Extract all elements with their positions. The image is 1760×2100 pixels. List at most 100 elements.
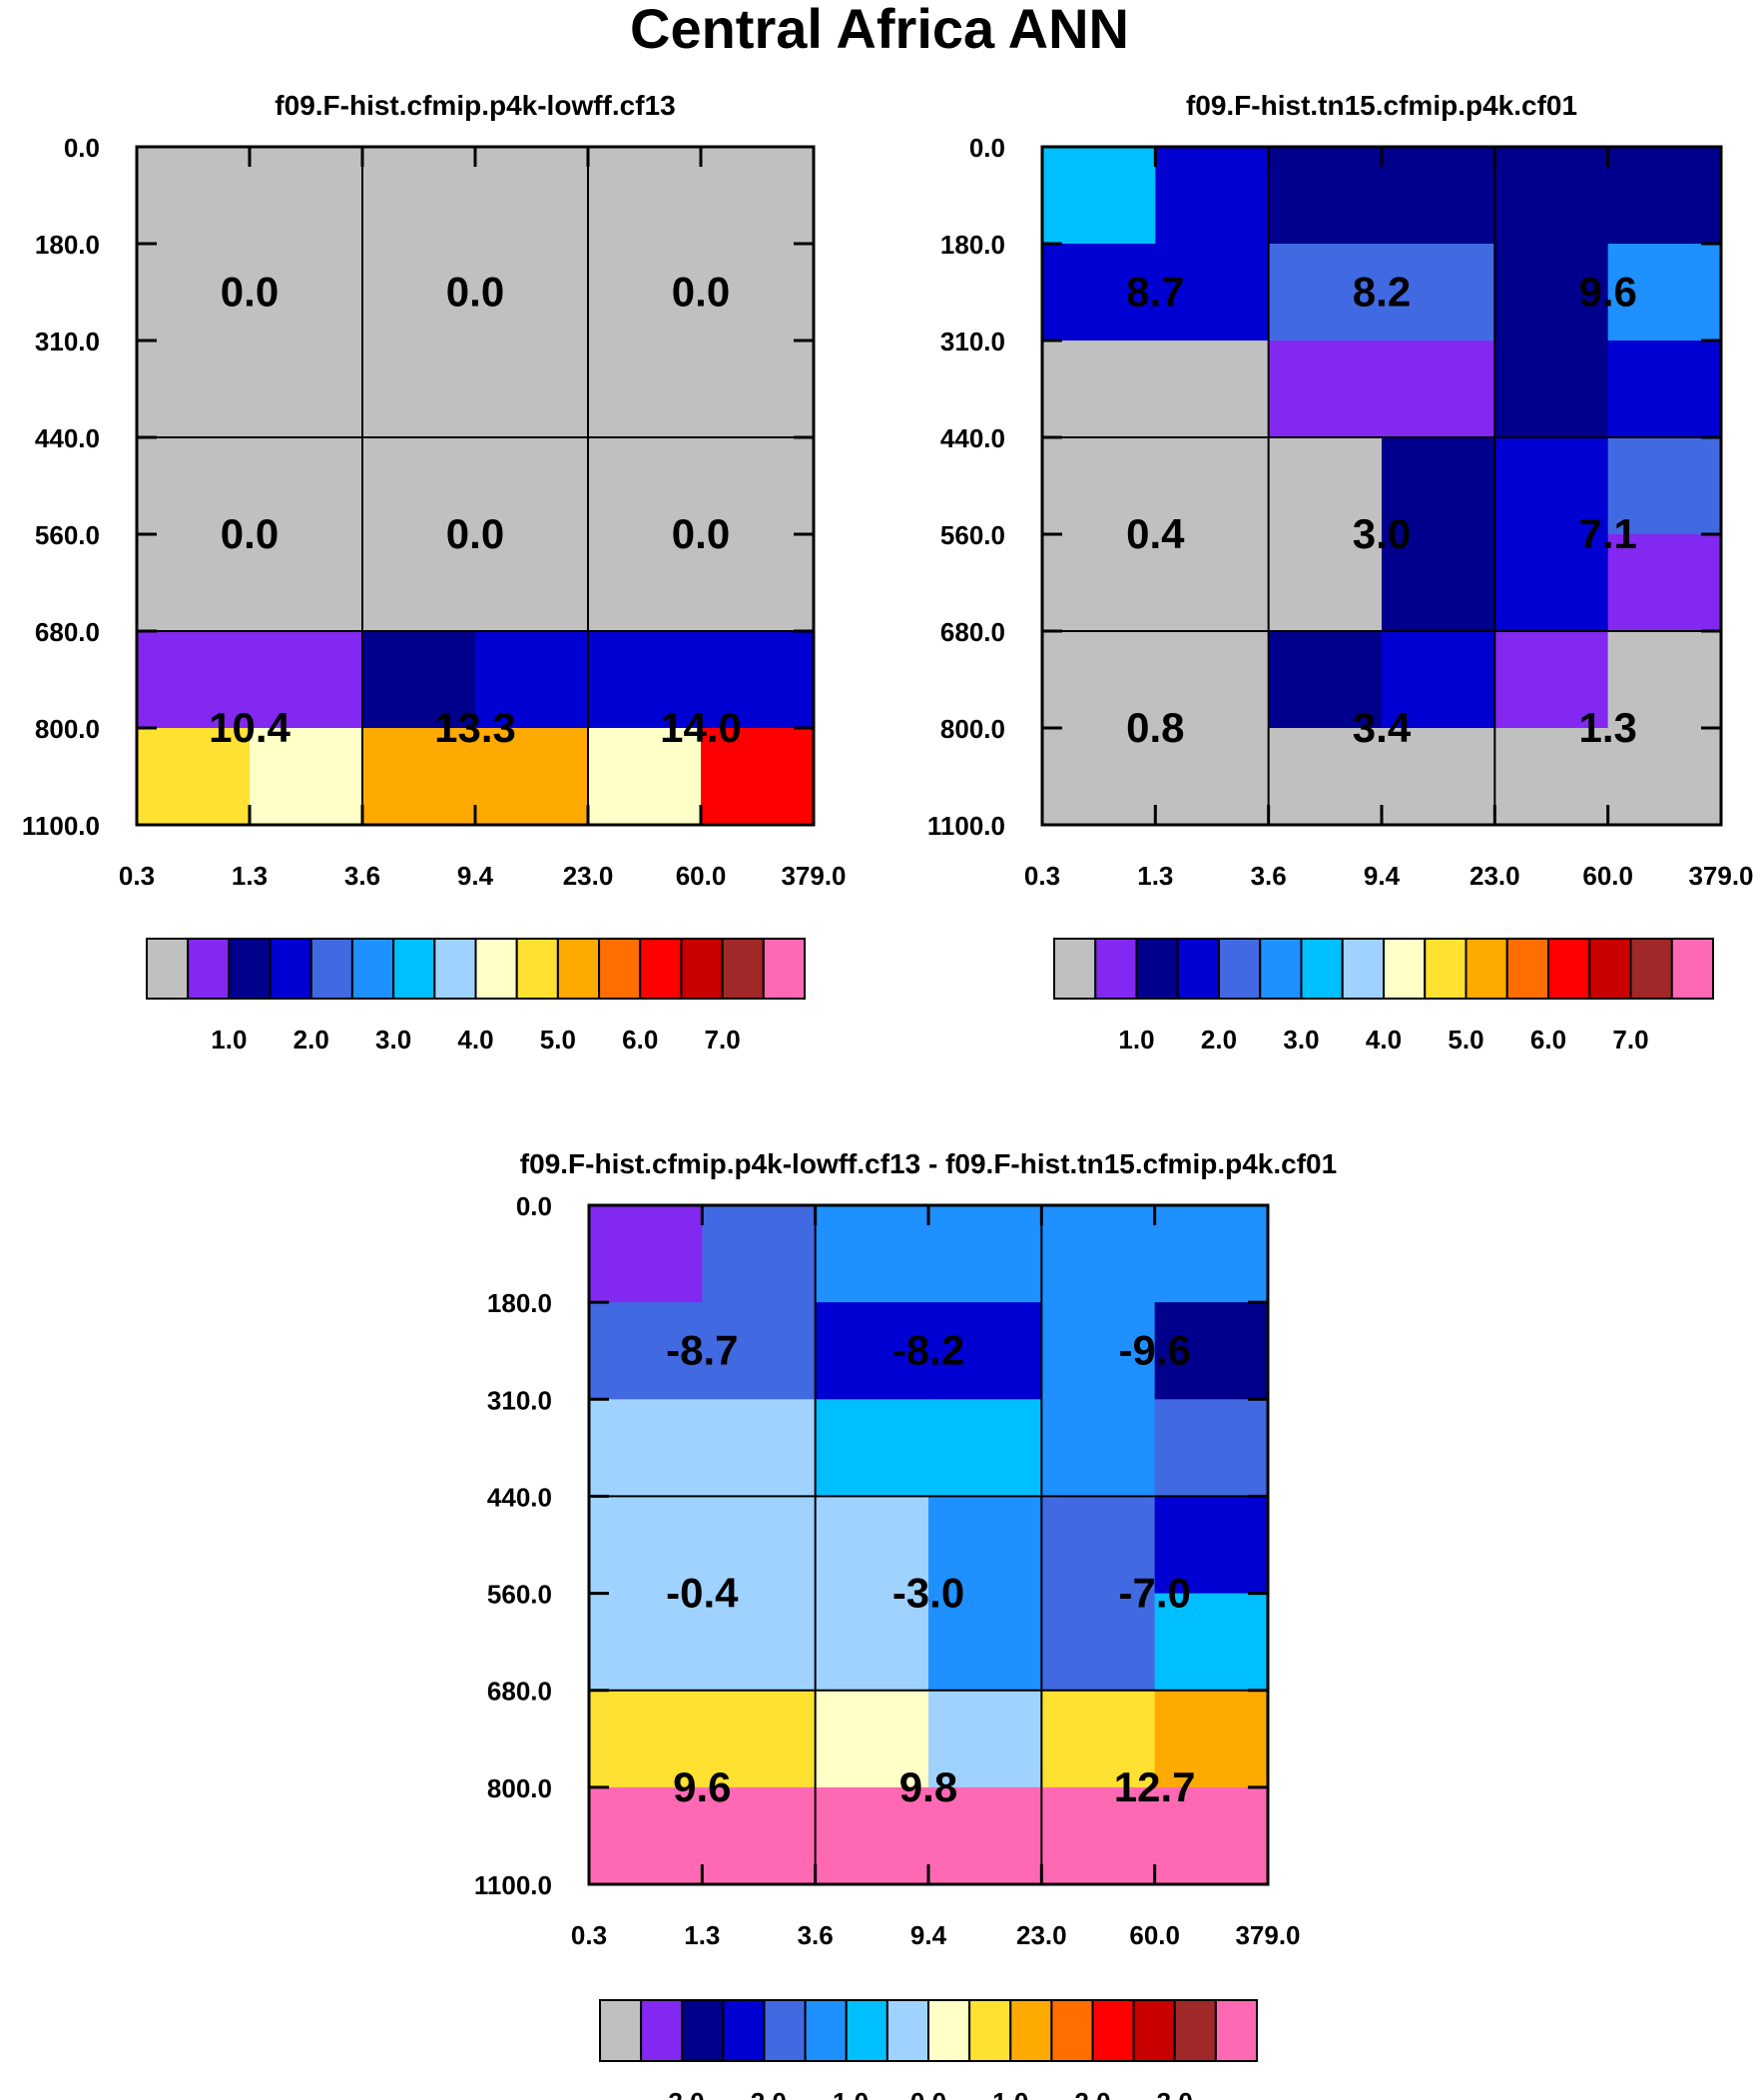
- y-tick-label: 180.0: [35, 230, 100, 260]
- colorbar-box: [681, 1999, 725, 2062]
- heatmap-cell: [589, 1205, 703, 1303]
- heatmap-cell: [1494, 534, 1609, 632]
- heatmap-cell: [1607, 728, 1722, 826]
- colorbar-box: [680, 938, 724, 1000]
- cell-value-label: 0.4: [1126, 510, 1185, 557]
- colorbar-box: [1173, 1999, 1217, 2062]
- heatmap-cell: [1155, 244, 1270, 342]
- heatmap-cell: [815, 1593, 929, 1692]
- y-tick-label: 0.0: [64, 133, 100, 163]
- colorbar-label: 0.0: [910, 2087, 946, 2100]
- colorbar-label: -2.0: [742, 2087, 787, 2100]
- cell-value-label: 9.8: [899, 1763, 957, 1810]
- heatmap-cell: [589, 1399, 703, 1498]
- x-tick-label: 1.3: [684, 1920, 720, 1950]
- heatmap-cell: [1607, 534, 1722, 632]
- y-tick-label: 800.0: [940, 714, 1005, 744]
- heatmap-cell: [250, 147, 363, 245]
- colorbar-box: [1259, 938, 1303, 1000]
- heatmap-cell: [362, 147, 476, 245]
- colorbar-label: 1.0: [1118, 1025, 1154, 1054]
- heatmap-cell: [1382, 341, 1495, 438]
- heatmap-cell: [589, 1593, 703, 1692]
- heatmap-cell: [1382, 437, 1495, 535]
- colorbar-box: [392, 938, 436, 1000]
- heatmap-cell: [1268, 341, 1383, 438]
- heatmap-cell: [701, 244, 815, 342]
- colorbar-box: [1588, 938, 1632, 1000]
- colorbar-box: [1300, 938, 1344, 1000]
- colorbar-box: [515, 938, 559, 1000]
- y-tick-label: 440.0: [487, 1482, 552, 1512]
- colorbar-box: [1424, 938, 1467, 1000]
- heatmap-cell: [475, 437, 589, 535]
- heatmap-cell: [362, 534, 476, 632]
- y-tick-label: 310.0: [35, 327, 100, 356]
- x-tick-label: 3.6: [1251, 861, 1287, 891]
- cell-value-label: 0.0: [446, 269, 504, 316]
- x-tick-label: 379.0: [1235, 1920, 1300, 1950]
- y-tick-label: 180.0: [487, 1288, 552, 1318]
- colorbar-label: 3.0: [1157, 2087, 1193, 2100]
- cell-value-label: 0.0: [221, 510, 279, 557]
- colorbar-box: [1505, 938, 1549, 1000]
- y-tick-label: 800.0: [35, 714, 100, 744]
- main-title: Central Africa ANN: [630, 0, 1129, 60]
- y-tick-label: 1100.0: [474, 1870, 552, 1900]
- heatmap-cell: [1042, 728, 1156, 826]
- x-tick-label: 23.0: [1016, 1920, 1067, 1950]
- y-tick-label: 0.0: [969, 133, 1005, 163]
- heatmap-cell: [475, 534, 589, 632]
- colorbar-label: 7.0: [705, 1025, 741, 1054]
- heatmap-cell: [1494, 728, 1609, 826]
- colorbar-box: [640, 1999, 684, 2062]
- heatmap-cell: [588, 437, 702, 535]
- heatmap-cell: [1042, 534, 1156, 632]
- heatmap-cell: [589, 1302, 703, 1400]
- heatmap-cell: [137, 147, 251, 245]
- heatmap-cell: [1494, 631, 1609, 729]
- heatmap-cell: [928, 1302, 1042, 1400]
- colorbar-box: [968, 1999, 1012, 2062]
- heatmap-cell: [1268, 147, 1383, 245]
- x-tick-label: 379.0: [1688, 861, 1753, 891]
- colorbar-box: [1465, 938, 1508, 1000]
- heatmap-cell: [1382, 534, 1495, 632]
- heatmap-cell: [588, 728, 702, 826]
- colorbar-label: 6.0: [1530, 1025, 1566, 1054]
- colorbar-box: [885, 1999, 929, 2062]
- colorbar-label: 4.0: [1366, 1025, 1402, 1054]
- heatmap-cell: [137, 534, 251, 632]
- cell-value-label: 7.1: [1578, 510, 1636, 557]
- colorbar-box: [309, 938, 353, 1000]
- heatmap-cell: [701, 631, 815, 729]
- heatmap-cell: [701, 728, 815, 826]
- colorbar-label: 2.0: [1074, 2087, 1110, 2100]
- panel-difference: f09.F-hist.cfmip.p4k-lowff.cf13 - f09.F-…: [474, 1148, 1337, 2100]
- colorbar-box: [1218, 938, 1262, 1000]
- heatmap-cell: [702, 1302, 817, 1400]
- colorbar-box: [763, 1999, 807, 2062]
- heatmap-cell: [1494, 147, 1609, 245]
- y-tick-label: 680.0: [940, 617, 1005, 647]
- heatmap-cell: [137, 437, 251, 535]
- heatmap-cell: [815, 1205, 929, 1303]
- heatmap-cell: [815, 1302, 929, 1400]
- y-tick-label: 180.0: [940, 230, 1005, 260]
- colorbar-box: [804, 1999, 848, 2062]
- colorbar-box: [350, 938, 395, 1000]
- x-tick-label: 3.6: [344, 861, 380, 891]
- colorbar-box: [598, 938, 642, 1000]
- heatmap-cell: [475, 728, 589, 826]
- heatmap-cell: [1155, 341, 1270, 438]
- y-tick-label: 560.0: [487, 1580, 552, 1610]
- heatmap-cell: [137, 631, 251, 729]
- heatmap-cell: [1042, 244, 1156, 342]
- heatmap-cell: [702, 1205, 817, 1303]
- y-tick-label: 560.0: [35, 520, 100, 550]
- colorbar-box: [1341, 938, 1385, 1000]
- heatmap-cell: [1382, 631, 1495, 729]
- heatmap-cell: [1382, 728, 1495, 826]
- heatmap-cell: [1041, 1786, 1156, 1885]
- heatmap-cell: [1042, 631, 1156, 729]
